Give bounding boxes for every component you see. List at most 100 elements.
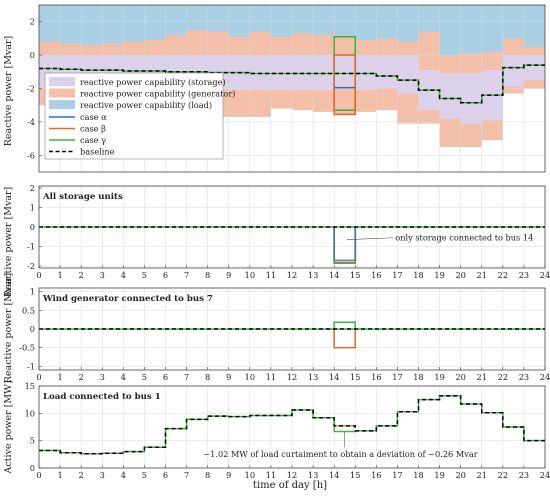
annotation-text: ~1.02 MW of load curtaiment to obtain a …: [203, 449, 477, 459]
xtick-label: 0: [36, 270, 41, 280]
ytick-label: -4: [27, 117, 35, 127]
ytick-label: 15: [25, 381, 35, 391]
xtick-label: 2: [79, 270, 84, 280]
storage-band-10: [249, 55, 271, 91]
ytick-label: -1: [27, 361, 35, 371]
xtick-label: 16: [371, 372, 381, 382]
case-beta-step: [333, 329, 356, 349]
xtick-label: 15: [350, 372, 360, 382]
xtick-label: 22: [498, 372, 508, 382]
xtick-label: 18: [413, 470, 423, 480]
xtick-label: 21: [477, 372, 487, 382]
storage-band-17: [397, 55, 419, 94]
xtick-label: 5: [142, 270, 147, 280]
xtick-label: 3: [100, 470, 105, 480]
xtick-label: 2: [79, 372, 84, 382]
xtick-label: 10: [245, 470, 255, 480]
load-band-20: [460, 5, 482, 66]
xtick-label: 23: [519, 470, 529, 480]
legend-label-baseline: baseline: [80, 147, 115, 157]
xtick-label: 9: [226, 270, 231, 280]
xtick-label: 24: [540, 270, 550, 280]
ylabel: Reactive power [Mvar]: [3, 36, 14, 146]
ytick-label: 0.5: [22, 305, 35, 315]
legend-swatch-load: [49, 100, 75, 109]
xtick-label: 20: [455, 372, 465, 382]
ylabel: Reactive power [Mvar]: [3, 273, 14, 383]
xtick-label: 20: [455, 270, 465, 280]
storage-band-23: [523, 55, 545, 81]
ytick-label: 10: [25, 408, 35, 418]
ytick-label: 0: [30, 463, 35, 473]
case-gamma-step: [333, 227, 357, 265]
legend-swatch-generator: [49, 88, 75, 98]
xtick-label: 14: [329, 372, 339, 382]
xtick-label: 14: [329, 270, 339, 280]
xtick-label: 11: [266, 470, 276, 480]
xtick-label: 11: [266, 372, 276, 382]
storage-band-20: [460, 73, 482, 124]
xtick-label: 6: [163, 372, 168, 382]
xtick-label: 4: [121, 270, 126, 280]
xtick-label: 18: [413, 372, 423, 382]
baseline-line: [39, 395, 545, 455]
plot-area-0: [39, 5, 545, 172]
xtick-label: 5: [142, 470, 147, 480]
xtick-label: 14: [329, 470, 339, 480]
xtick-label: 8: [205, 270, 210, 280]
panel-storage: only storage connected to bus 14-2-10120…: [3, 183, 550, 297]
legend-label-generator: reactive power capability (generator): [80, 89, 235, 99]
ytick-label: 0: [30, 222, 35, 232]
xtick-label: 24: [540, 372, 550, 382]
panel-title: Wind generator connected to bus 7: [42, 294, 213, 304]
xtick-label: 5: [142, 372, 147, 382]
ytick-label: -0.5: [19, 343, 35, 353]
xlabel: time of day [h]: [253, 480, 327, 491]
xtick-label: 9: [226, 470, 231, 480]
xtick-label: 19: [434, 470, 444, 480]
legend-label-storage: reactive power capability (storage): [80, 77, 226, 87]
case-gamma-step: [333, 321, 356, 329]
xtick-label: 3: [100, 270, 105, 280]
legend-label-beta: case β: [80, 124, 106, 134]
legend-label-alpha: case α: [80, 112, 107, 122]
xtick-label: 13: [308, 270, 318, 280]
xtick-label: 4: [121, 470, 126, 480]
xtick-label: 16: [371, 470, 381, 480]
xtick-label: 0: [36, 470, 41, 480]
xtick-label: 6: [163, 470, 168, 480]
xtick-label: 10: [245, 270, 255, 280]
xtick-label: 19: [434, 270, 444, 280]
xtick-label: 23: [519, 270, 529, 280]
xtick-label: 24: [540, 470, 550, 480]
storage-band-12: [292, 55, 314, 91]
xtick-label: 10: [245, 372, 255, 382]
xtick-label: 7: [184, 270, 189, 280]
ytick-label: -2: [27, 84, 35, 94]
xtick-label: 13: [308, 470, 318, 480]
ytick-label: 0: [30, 324, 35, 334]
xtick-label: 8: [205, 372, 210, 382]
panel-load: ~1.02 MW of load curtaiment to obtain a …: [3, 380, 550, 480]
ytick-label: 2: [30, 17, 35, 27]
xtick-label: 8: [205, 470, 210, 480]
storage-band-19: [439, 73, 461, 119]
ytick-label: 1: [30, 202, 35, 212]
xtick-label: 19: [434, 372, 444, 382]
storage-band-13: [313, 55, 335, 91]
annotation-leader: [346, 237, 394, 240]
legend-label-load: reactive power capability (load): [80, 100, 212, 110]
xtick-label: 13: [308, 372, 318, 382]
ytick-label: -1: [27, 242, 35, 252]
ytick-label: 0: [30, 50, 35, 60]
xtick-label: 23: [519, 372, 529, 382]
panel-title: All storage units: [42, 192, 123, 202]
xtick-label: 18: [413, 270, 423, 280]
annotation-text: only storage connected to bus 14: [395, 233, 533, 243]
panel-title: Load connected to bus 1: [43, 392, 161, 402]
xtick-label: 7: [184, 470, 189, 480]
ytick-label: 2: [30, 183, 35, 193]
xtick-label: 16: [371, 270, 381, 280]
xtick-label: 0: [36, 372, 41, 382]
xtick-label: 2: [79, 470, 84, 480]
